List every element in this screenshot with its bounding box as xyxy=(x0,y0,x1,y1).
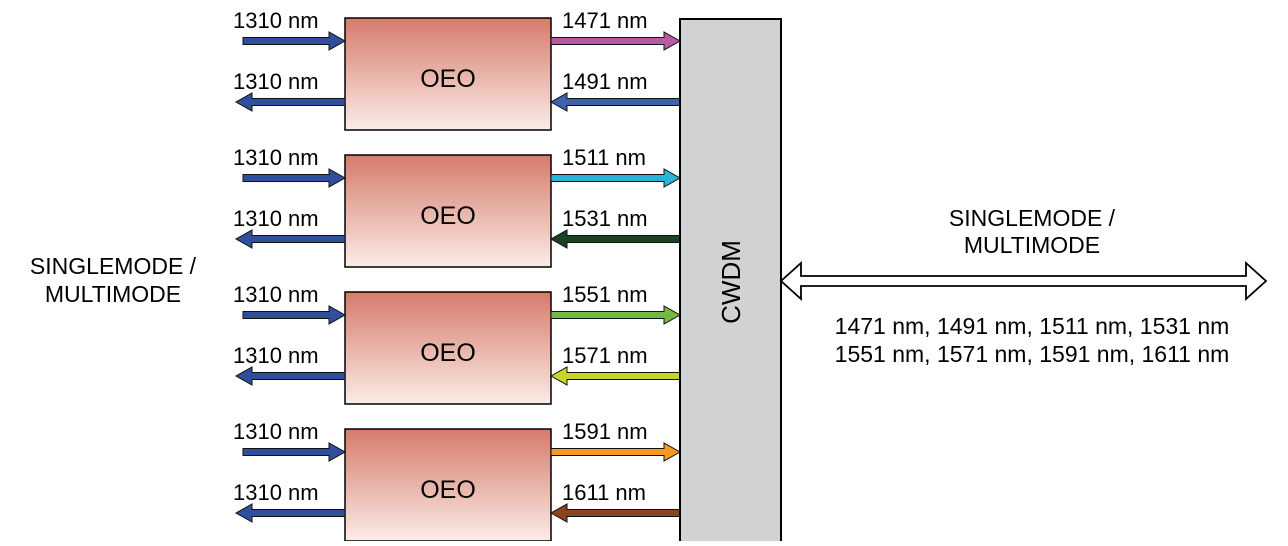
tx-wavelength-arrow xyxy=(550,305,682,325)
oeo-box xyxy=(344,428,552,542)
tx-wavelength-label: 1551 nm xyxy=(562,282,648,307)
wavelength-list-line1: 1471 nm, 1491 nm, 1511 nm, 1531 nm xyxy=(835,313,1230,339)
wavelength-list-line2: 1551 nm, 1571 nm, 1591 nm, 1611 nm xyxy=(835,341,1230,367)
client-in-arrow xyxy=(242,305,347,325)
oeo-label: OEO xyxy=(420,65,476,93)
rx-wavelength-arrow xyxy=(549,366,681,386)
client-in-arrow xyxy=(242,442,347,462)
right-mode-label-line2: MULTIMODE xyxy=(964,232,1100,258)
tx-wavelength-label: 1471 nm xyxy=(562,8,648,33)
client-in-label: 1310 nm xyxy=(233,8,319,33)
tx-wavelength-label: 1591 nm xyxy=(562,419,648,444)
oeo-module-row: OEO 1310 nm 1310 nm 1511 nm 1531 nm xyxy=(233,145,682,268)
tx-wavelength-arrow xyxy=(550,442,682,462)
cwdm-label: CWDM xyxy=(716,240,746,324)
left-mode-label-line2: MULTIMODE xyxy=(45,281,181,307)
oeo-box xyxy=(344,17,552,131)
client-out-arrow xyxy=(234,92,346,112)
client-out-label: 1310 nm xyxy=(233,480,319,505)
client-in-arrow xyxy=(242,168,347,188)
oeo-modules: OEO 1310 nm 1310 nm 1471 nm 1491 nm OEO 1310 n… xyxy=(233,8,682,542)
left-mode-label-line1: SINGLEMODE / xyxy=(30,253,197,279)
oeo-label: OEO xyxy=(420,202,476,230)
rx-wavelength-arrow xyxy=(549,229,681,249)
rx-wavelength-label: 1531 nm xyxy=(562,206,648,231)
client-in-label: 1310 nm xyxy=(233,419,319,444)
oeo-module-row: OEO 1310 nm 1310 nm 1471 nm 1491 nm xyxy=(233,8,682,131)
oeo-module-row: OEO 1310 nm 1310 nm 1591 nm 1611 nm xyxy=(233,419,682,542)
tx-wavelength-label: 1511 nm xyxy=(562,145,646,170)
client-out-arrow xyxy=(234,366,346,386)
client-in-label: 1310 nm xyxy=(233,145,319,170)
rx-wavelength-label: 1491 nm xyxy=(562,69,648,94)
oeo-label: OEO xyxy=(420,476,476,504)
oeo-box xyxy=(344,154,552,268)
cwdm-mux xyxy=(679,18,782,546)
rx-wavelength-arrow xyxy=(549,92,681,112)
oeo-module-row: OEO 1310 nm 1310 nm 1551 nm 1571 nm xyxy=(233,282,682,405)
client-out-label: 1310 nm xyxy=(233,69,319,94)
oeo-box xyxy=(344,291,552,405)
client-out-label: 1310 nm xyxy=(233,206,319,231)
bidirectional-arrow xyxy=(779,260,1268,302)
rx-wavelength-arrow xyxy=(549,503,681,523)
client-in-arrow xyxy=(242,31,347,51)
client-out-arrow xyxy=(234,503,346,523)
client-in-label: 1310 nm xyxy=(233,282,319,307)
oeo-label: OEO xyxy=(420,339,476,367)
tx-wavelength-arrow xyxy=(550,168,682,188)
rx-wavelength-label: 1611 nm xyxy=(562,480,646,505)
rx-wavelength-label: 1571 nm xyxy=(562,343,648,368)
tx-wavelength-arrow xyxy=(550,31,682,51)
client-out-label: 1310 nm xyxy=(233,343,319,368)
client-out-arrow xyxy=(234,229,346,249)
right-mode-label-line1: SINGLEMODE / xyxy=(949,205,1116,231)
